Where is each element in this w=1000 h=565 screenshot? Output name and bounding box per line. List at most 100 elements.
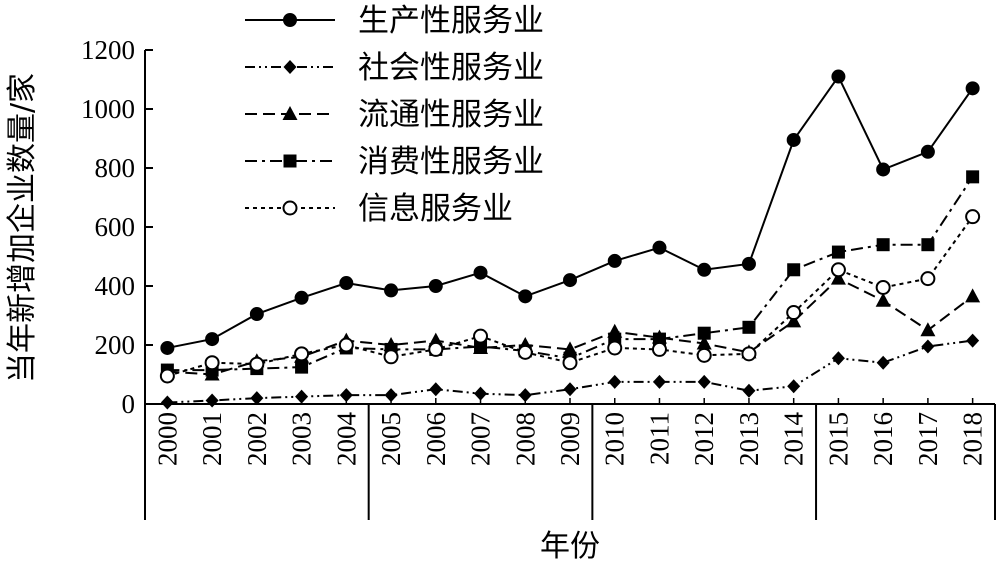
data-point <box>696 335 712 350</box>
x-tick-label: 2017 <box>913 412 943 466</box>
data-point <box>787 263 801 277</box>
data-point <box>517 344 533 360</box>
data-point <box>966 333 980 348</box>
x-tick-label: 2006 <box>421 412 451 466</box>
data-point <box>921 238 935 252</box>
y-axis-title: 当年新增加企业数量/家 <box>5 73 40 383</box>
legend-marker <box>283 13 297 27</box>
data-point <box>474 386 488 401</box>
data-point <box>339 388 353 403</box>
y-tick-label: 400 <box>95 271 136 301</box>
data-point <box>249 307 264 322</box>
data-point <box>965 209 981 225</box>
series-layer <box>159 69 981 410</box>
data-point <box>428 341 444 357</box>
data-point <box>607 340 623 356</box>
data-point <box>652 240 667 255</box>
data-point <box>294 346 310 362</box>
data-point <box>339 276 354 291</box>
data-point <box>473 265 488 280</box>
y-tick-label: 800 <box>95 153 136 183</box>
data-point <box>742 383 756 398</box>
x-tick-label: 2008 <box>510 412 540 466</box>
data-point <box>384 283 399 298</box>
legend-item: 信息服务业 <box>245 191 513 227</box>
data-point <box>875 279 891 295</box>
data-point <box>384 388 398 403</box>
data-point <box>831 351 845 366</box>
legend-label: 消费性服务业 <box>358 144 544 180</box>
x-tick-label: 2011 <box>644 412 674 465</box>
legend-label: 社会性服务业 <box>358 50 544 86</box>
legend-label: 信息服务业 <box>358 191 513 227</box>
axes: 0 200 400 600 800 1000 1200 2000 2001 2002 2003 200… <box>81 35 996 520</box>
data-point <box>159 368 175 384</box>
data-point <box>831 69 846 84</box>
y-tick-label: 1200 <box>81 35 135 65</box>
data-point <box>741 256 756 271</box>
x-tick-label: 2018 <box>958 412 988 466</box>
y-tick-label: 1000 <box>81 94 135 124</box>
x-tick-label: 2005 <box>376 412 406 466</box>
legend-item: 流通性服务业 <box>245 97 544 133</box>
x-tick-label: 2007 <box>466 412 496 466</box>
data-point <box>429 382 443 397</box>
data-point <box>831 245 845 259</box>
data-point <box>741 346 757 362</box>
data-point <box>383 349 399 365</box>
x-tick-label: 2002 <box>242 412 272 466</box>
data-point <box>786 132 801 147</box>
data-point <box>338 337 354 353</box>
y-tick-label: 600 <box>95 212 136 242</box>
data-point <box>876 355 890 370</box>
data-point <box>428 279 443 293</box>
data-point <box>786 313 802 328</box>
data-point <box>249 356 265 372</box>
y-tick-label: 200 <box>95 330 136 360</box>
legend-marker <box>283 154 297 168</box>
data-point <box>160 340 175 355</box>
data-point <box>965 288 981 303</box>
x-tick-label: 2016 <box>868 412 898 466</box>
data-point <box>473 328 489 344</box>
x-tick-label: 2001 <box>197 412 227 466</box>
data-point <box>697 374 711 389</box>
x-tick-label: 2009 <box>555 412 585 466</box>
data-point <box>786 305 802 321</box>
data-point <box>920 271 936 287</box>
x-axis-title: 年份 <box>540 529 600 564</box>
data-point <box>830 270 846 285</box>
series-5 <box>159 209 981 384</box>
data-point <box>651 341 667 357</box>
legend-marker <box>283 60 297 74</box>
x-tick-label: 2000 <box>152 412 182 466</box>
data-point <box>295 389 309 404</box>
data-point <box>205 332 220 347</box>
legend-marker <box>282 106 298 120</box>
data-point <box>876 162 891 177</box>
data-point <box>696 347 712 363</box>
data-point <box>205 393 219 408</box>
data-point <box>518 388 532 403</box>
legend-label: 生产性服务业 <box>358 3 544 39</box>
data-point <box>652 332 666 346</box>
x-tick-label: 2015 <box>823 412 853 466</box>
data-point <box>830 262 846 278</box>
data-point <box>966 170 980 184</box>
data-point <box>250 391 264 406</box>
x-tick-label: 2012 <box>689 412 719 466</box>
data-point <box>295 360 309 374</box>
data-point <box>607 253 622 268</box>
legend-item: 生产性服务业 <box>245 3 544 39</box>
legend-item: 社会性服务业 <box>245 50 544 86</box>
data-point <box>697 262 712 277</box>
data-point <box>608 374 622 389</box>
legend-item: 消费性服务业 <box>245 144 544 180</box>
data-point <box>294 290 309 305</box>
data-point <box>876 238 890 252</box>
x-tick-label: 2013 <box>734 412 764 466</box>
x-tick-label: 2010 <box>600 412 630 466</box>
data-point <box>921 339 935 354</box>
